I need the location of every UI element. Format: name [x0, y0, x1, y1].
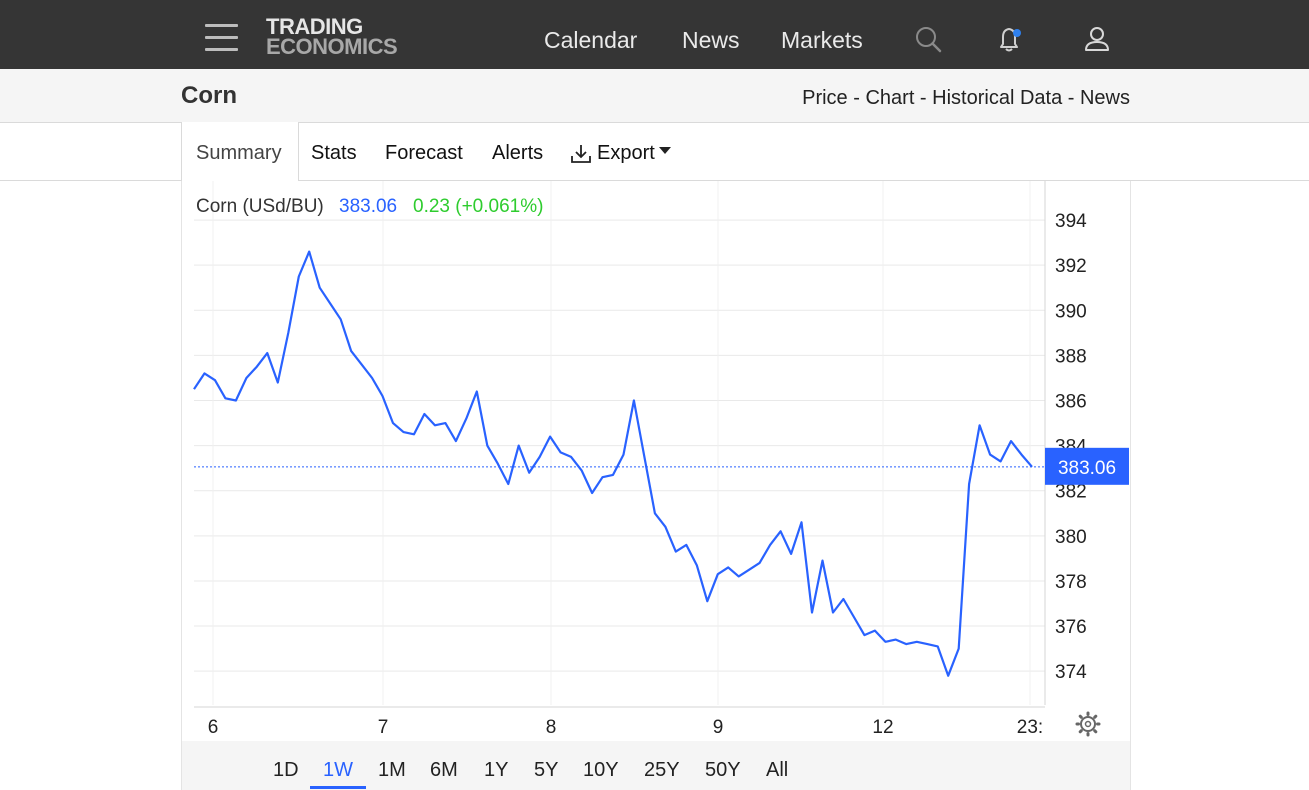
- nav-markets[interactable]: Markets: [781, 27, 863, 53]
- logo-line1: TRADING: [266, 14, 363, 39]
- range-button-10y[interactable]: 10Y: [583, 759, 619, 781]
- price-change: 0.23 (+0.061%): [413, 196, 543, 217]
- logo-line2: ECONOMICS: [266, 34, 398, 59]
- y-tick-label: 380: [1055, 527, 1087, 548]
- y-tick-label: 374: [1055, 662, 1087, 683]
- tab-bar: Summary Stats Forecast Alerts Export: [0, 122, 1309, 181]
- menu-icon[interactable]: [205, 24, 238, 52]
- range-button-1m[interactable]: 1M: [378, 759, 406, 781]
- breadcrumb: Price - Chart - Historical Data - News: [802, 87, 1130, 110]
- nav-calendar[interactable]: Calendar: [544, 27, 638, 53]
- caret-down-icon: [658, 146, 671, 154]
- y-tick-label: 390: [1055, 301, 1087, 322]
- crumb-chart[interactable]: Chart: [865, 87, 915, 109]
- crumb-separator: -: [847, 87, 866, 109]
- crumb-separator: -: [1062, 87, 1080, 109]
- tab-stats[interactable]: Stats: [311, 142, 357, 164]
- range-button-6m[interactable]: 6M: [430, 759, 458, 781]
- crumb-separator: -: [914, 87, 933, 109]
- crumb-price[interactable]: Price: [802, 87, 848, 109]
- x-tick-label: 12: [872, 717, 893, 738]
- last-price-tag: 383.06: [1058, 458, 1116, 479]
- x-tick-label: 6: [208, 717, 219, 738]
- y-tick-label: 378: [1055, 572, 1087, 593]
- y-tick-label: 386: [1055, 392, 1087, 413]
- sub-header: Corn Price - Chart - Historical Data - N…: [0, 69, 1309, 123]
- range-button-50y[interactable]: 50Y: [705, 759, 741, 781]
- x-tick-label: 8: [546, 717, 557, 738]
- page-title: Corn: [181, 82, 237, 109]
- price-line: [193, 250, 1033, 677]
- gear-icon[interactable]: [1075, 711, 1101, 737]
- y-tick-label: 392: [1055, 256, 1087, 277]
- nav-news[interactable]: News: [682, 27, 740, 53]
- tab-alerts[interactable]: Alerts: [492, 142, 544, 164]
- top-navbar: TRADING ECONOMICS Calendar News Markets: [0, 0, 1309, 69]
- export-label: Export: [597, 142, 655, 164]
- tab-summary-label: Summary: [196, 142, 282, 164]
- bell-icon[interactable]: [995, 24, 1025, 54]
- y-tick-label: 376: [1055, 617, 1087, 638]
- user-icon[interactable]: [1082, 24, 1112, 54]
- chart-panel: 374 376 378 380 382 384 386 388 390 392 394 6 7 8 9 12…: [181, 181, 1131, 790]
- x-tick-label: 7: [378, 717, 389, 738]
- last-price-box: [1045, 447, 1129, 485]
- crumb-news[interactable]: News: [1079, 87, 1130, 109]
- last-price: 383.06: [339, 196, 397, 217]
- grid-lines: [194, 181, 1046, 708]
- last-price-marker: 383.06: [1045, 447, 1129, 485]
- search-icon[interactable]: [913, 24, 943, 54]
- export-dropdown[interactable]: Export: [570, 142, 671, 165]
- x-tick-label: 9: [713, 717, 724, 738]
- range-button-1d[interactable]: 1D: [273, 759, 299, 781]
- tab-summary[interactable]: Summary: [181, 122, 299, 181]
- x-tick-label: 23:: [1017, 717, 1043, 738]
- y-tick-label: 388: [1055, 346, 1087, 367]
- crumb-historical-data[interactable]: Historical Data: [932, 87, 1063, 109]
- x-axis: 6 7 8 9 12 23:: [208, 717, 1044, 738]
- range-button-25y[interactable]: 25Y: [644, 759, 680, 781]
- download-icon: [571, 144, 591, 163]
- range-button-5y[interactable]: 5Y: [534, 759, 559, 781]
- logo[interactable]: TRADING ECONOMICS: [266, 14, 398, 59]
- chart-header: Corn (USd/BU) 383.06 0.23 (+0.061%): [196, 196, 543, 217]
- y-tick-label: 394: [1055, 211, 1087, 232]
- instrument-label: Corn (USd/BU): [196, 196, 324, 217]
- range-selector: 1D 1W 1M 6M 1Y 5Y 10Y 25Y 50Y All: [182, 741, 1130, 790]
- range-button-1w[interactable]: 1W: [323, 759, 353, 781]
- y-tick-label: 382: [1055, 482, 1087, 503]
- range-button-1y[interactable]: 1Y: [484, 759, 509, 781]
- range-active-indicator: [310, 786, 366, 789]
- range-button-all[interactable]: All: [766, 759, 789, 781]
- tab-forecast[interactable]: Forecast: [385, 142, 463, 164]
